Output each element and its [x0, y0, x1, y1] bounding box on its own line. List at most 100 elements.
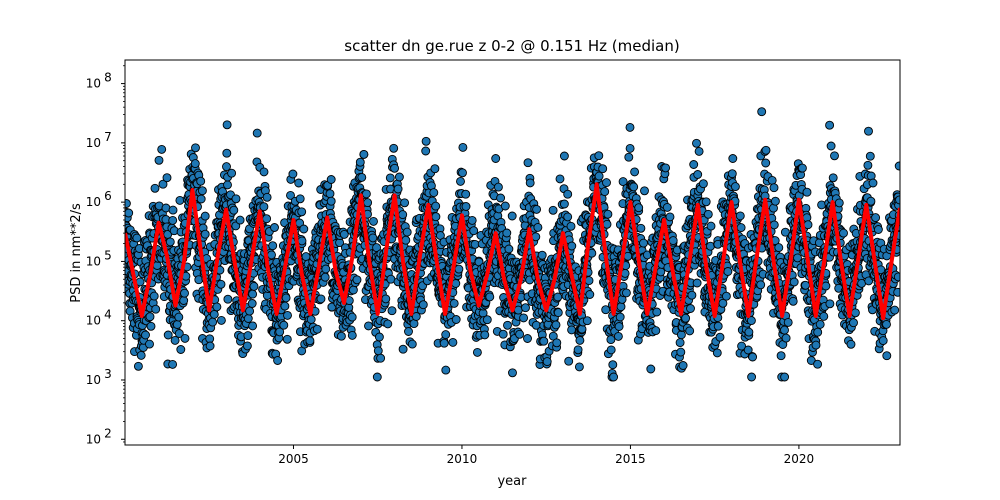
scatter-point	[508, 368, 517, 378]
scatter-point	[154, 155, 164, 165]
scatter-point	[381, 294, 391, 304]
scatter-point	[873, 225, 883, 234]
scatter-point	[175, 195, 185, 205]
scatter-point	[894, 161, 900, 171]
scatter-point	[196, 194, 206, 204]
x-axis: 2005 2010 2015 2020	[278, 445, 814, 466]
y-tick-exponent: 5	[104, 248, 112, 262]
scatter-point	[748, 352, 758, 362]
scatter-point	[347, 330, 357, 340]
scatter-point	[736, 223, 746, 233]
scatter-point	[865, 151, 875, 161]
scatter-point	[686, 304, 695, 313]
scatter-point	[713, 321, 723, 331]
scatter-point	[352, 275, 362, 285]
scatter-point	[418, 300, 428, 310]
y-tick-label: 10	[86, 373, 101, 387]
scatter-point	[694, 146, 704, 156]
scatter-point	[421, 146, 431, 156]
scatter-point	[235, 215, 245, 225]
scatter-point	[788, 296, 798, 306]
scatter-point	[467, 215, 477, 225]
scatter-point	[149, 291, 159, 301]
scatter-point	[363, 198, 373, 208]
scatter-point	[826, 141, 836, 151]
scatter-point	[212, 302, 222, 312]
scatter-point	[825, 120, 835, 130]
scatter-point	[863, 160, 873, 170]
scatter-point	[813, 359, 823, 369]
y-tick-label: 10	[86, 432, 101, 446]
x-axis-label: year	[497, 474, 527, 489]
scatter-point	[839, 228, 848, 238]
scatter-point	[336, 331, 346, 341]
scatter-point	[472, 347, 482, 357]
scatter-point	[811, 340, 821, 350]
scatter-point	[389, 143, 399, 153]
scatter-point	[364, 321, 373, 331]
scatter-point	[651, 326, 661, 336]
scatter-point	[539, 336, 549, 346]
scatter-point	[461, 202, 471, 211]
scatter-point	[563, 212, 573, 222]
scatter-point	[602, 178, 611, 188]
scatter-point	[621, 288, 631, 298]
scatter-point	[727, 169, 737, 179]
scatter-point	[625, 122, 635, 132]
scatter-point	[553, 292, 563, 302]
scatter-point	[172, 320, 182, 329]
scatter-point	[145, 312, 155, 322]
scatter-point	[295, 194, 305, 204]
scatter-point	[559, 199, 569, 209]
scatter-point	[723, 267, 733, 276]
scatter-point	[689, 160, 699, 169]
scatter-point	[482, 315, 492, 325]
scatter-point	[458, 168, 467, 178]
scatter-point	[197, 186, 207, 196]
scatter-point	[718, 298, 728, 308]
scatter-point	[532, 204, 542, 214]
scatter-point	[407, 339, 417, 349]
scatter-point	[868, 178, 878, 188]
x-tick-label: 2015	[615, 452, 646, 466]
x-tick-label: 2020	[784, 452, 815, 466]
scatter-point	[369, 216, 378, 226]
scatter-point	[209, 309, 219, 319]
y-tick-label: 10	[86, 314, 101, 328]
y-tick-label: 10	[86, 254, 101, 268]
scatter-point	[681, 313, 691, 323]
y-tick-exponent: 3	[104, 367, 112, 381]
scatter-point	[515, 329, 525, 339]
scatter-point	[485, 292, 495, 302]
scatter-point	[179, 296, 189, 305]
scatter-point	[248, 289, 258, 299]
scatter-point	[801, 280, 810, 290]
scatter-point	[243, 314, 253, 323]
scatter-point	[259, 167, 269, 177]
scatter-point	[200, 211, 210, 221]
scatter-point	[629, 182, 639, 192]
scatter-point	[398, 210, 408, 220]
scatter-point	[737, 341, 747, 351]
scatter-point	[270, 223, 279, 232]
scatter-point	[878, 336, 888, 346]
scatter-point	[222, 148, 232, 158]
scatter-point	[252, 128, 262, 138]
y-tick-exponent: 8	[104, 71, 112, 85]
scatter-point	[174, 312, 184, 322]
scatter-point	[552, 338, 562, 348]
scatter-point	[411, 312, 421, 321]
scatter-point	[781, 333, 791, 343]
scatter-point	[615, 312, 625, 322]
scatter-point	[249, 281, 259, 291]
y-tick-exponent: 2	[104, 426, 112, 440]
scatter-point	[200, 229, 210, 239]
scatter-point	[294, 178, 304, 188]
scatter-point	[305, 336, 315, 346]
scatter-point	[145, 339, 154, 349]
scatter-point	[242, 341, 252, 351]
scatter-point	[368, 233, 378, 243]
scatter-point	[692, 278, 702, 288]
scatter-point	[299, 224, 309, 234]
